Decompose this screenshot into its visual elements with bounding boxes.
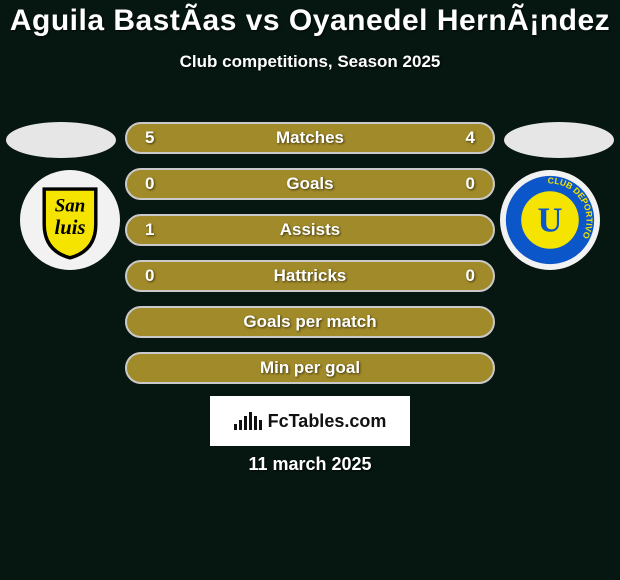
fctables-label: FcTables.com	[268, 411, 387, 432]
stat-label: Assists	[280, 220, 340, 240]
stat-value-right: 0	[466, 174, 475, 194]
stat-row: Min per goal	[125, 352, 495, 384]
svg-text:San: San	[55, 195, 85, 216]
stat-rows: Matches54Goals00Assists1Hattricks00Goals…	[125, 122, 495, 384]
stat-row: Goals per match	[125, 306, 495, 338]
date-label: 11 march 2025	[248, 454, 371, 475]
stat-value-right: 4	[466, 128, 475, 148]
fctables-watermark: FcTables.com	[210, 396, 410, 446]
stat-label: Hattricks	[274, 266, 347, 286]
svg-text:U: U	[538, 202, 563, 240]
page-title: Aguila BastÃ­as vs Oyanedel HernÃ¡ndez	[0, 0, 620, 38]
comparison-infographic: Aguila BastÃ­as vs Oyanedel HernÃ¡ndez C…	[0, 0, 620, 580]
stat-value-left: 0	[145, 266, 154, 286]
stat-row: Hattricks 0 0	[125, 260, 495, 292]
u-concepcion-badge: CLUB DEPORTIVOU	[500, 170, 600, 270]
player-photo-right	[504, 122, 614, 158]
subtitle: Club competitions, Season 2025	[0, 52, 620, 72]
svg-text:luis: luis	[55, 217, 86, 239]
san-luis-badge: Sanluis	[20, 170, 120, 270]
stat-label: Matches	[276, 128, 344, 148]
stat-row: Assists 1	[125, 214, 495, 246]
fctables-bars-icon	[234, 412, 262, 430]
stat-value-right: 0	[466, 266, 475, 286]
stat-label: Min per goal	[260, 358, 360, 378]
stat-value-left: 1	[145, 220, 154, 240]
stat-row: Matches 5 4	[125, 122, 495, 154]
stat-label: Goals	[286, 174, 333, 194]
stat-label: Goals per match	[243, 312, 376, 332]
stat-value-left: 0	[145, 174, 154, 194]
stat-value-left: 5	[145, 128, 154, 148]
stat-row: Goals 0 0	[125, 168, 495, 200]
player-photo-left	[6, 122, 116, 158]
